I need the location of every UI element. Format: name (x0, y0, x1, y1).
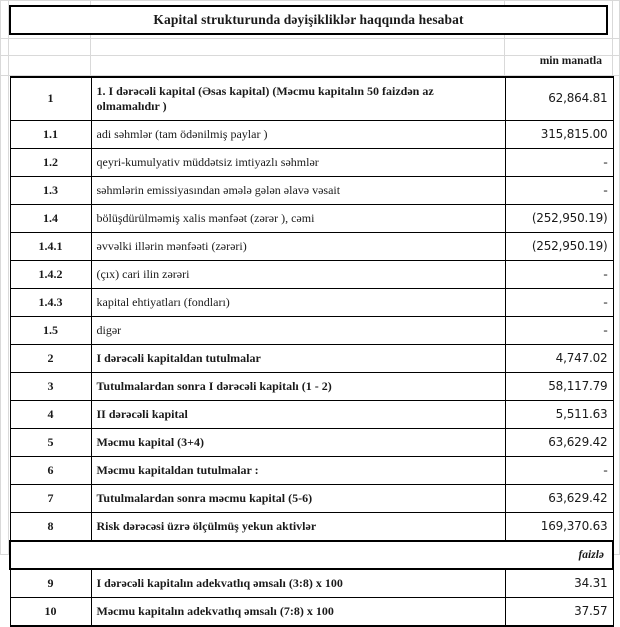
table-row: 10 Məcmu kapitalın adekvatlıq əmsalı (7:8… (9, 597, 614, 627)
table-row: 1.4.1 əvvəlki illərin mənfəəti (zərəri) (2… (9, 232, 614, 261)
row-number-cell: 1.4 (9, 204, 92, 233)
report-title-box: Kapital strukturunda dəyişikliklər haqqı… (9, 5, 608, 35)
row-description-cell: Məcmu kapital (3+4) (90, 428, 506, 457)
row-number-cell: 5 (9, 428, 92, 457)
row-value-cell: 315,815.00 (504, 120, 614, 149)
percent-caption-row: faizlə (9, 540, 614, 570)
table-row: 5 Məcmu kapital (3+4) 63,629.42 (9, 428, 614, 457)
row-value-cell: (252,950.19) (504, 232, 614, 261)
units-caption-row: min manatla (9, 55, 608, 75)
row-description-cell: Risk dərəcəsi üzrə ölçülmüş yekun aktivl… (90, 512, 506, 542)
row-number-cell: 7 (9, 484, 92, 513)
row-number-cell: 1.4.1 (9, 232, 92, 261)
row-number-cell: 3 (9, 372, 92, 401)
row-value-cell: 5,511.63 (504, 400, 614, 429)
row-description-cell: II dərəcəli kapital (90, 400, 506, 429)
row-value-cell: 169,370.63 (504, 512, 614, 542)
row-description-cell: Məcmu kapitalın adekvatlıq əmsalı (7:8) … (90, 597, 506, 627)
row-value-cell: - (504, 176, 614, 205)
row-description-cell: qeyri-kumulyativ müddətsiz imtiyazlı səh… (90, 148, 506, 177)
row-description-cell: 1. I dərəcəli kapital (Əsas kapital) (Mə… (90, 76, 506, 121)
row-description-cell: əvvəlki illərin mənfəəti (zərəri) (90, 232, 506, 261)
table-row: 1 1. I dərəcəli kapital (Əsas kapital) (M… (9, 76, 614, 121)
row-description-cell: I dərəcəli kapitaldan tutulmalar (90, 344, 506, 373)
row-description-cell: kapital ehtiyatları (fondları) (90, 288, 506, 317)
row-number-cell: 6 (9, 456, 92, 485)
row-number-cell: 10 (9, 597, 92, 627)
row-value-cell: 4,747.02 (504, 344, 614, 373)
row-value-cell: - (504, 456, 614, 485)
table-row: 6 Məcmu kapitaldan tutulmalar :- (9, 456, 614, 485)
table-row: 4 II dərəcəli kapital 5,511.63 (9, 400, 614, 429)
row-value-cell: 62,864.81 (504, 76, 614, 121)
table-row: 1.5 digər - (9, 316, 614, 345)
units-caption: min manatla (539, 55, 602, 67)
table-row: 3 Tutulmalardan sonra I dərəcəli kapitalı… (9, 372, 614, 401)
row-description-cell: bölüşdürülməmiş xalis mənfəət (zərər ), … (90, 204, 506, 233)
row-number-cell: 9 (9, 568, 92, 598)
row-number-cell: 8 (9, 512, 92, 542)
row-description-cell: I dərəcəli kapitalın adekvatlıq əmsalı (… (90, 568, 506, 598)
row-value-cell: 63,629.42 (504, 428, 614, 457)
table-row: 1.4.3 kapital ehtiyatları (fondları) - (9, 288, 614, 317)
capital-structure-table: 1 1. I dərəcəli kapital (Əsas kapital) (M… (9, 76, 614, 627)
row-number-cell: 1.4.2 (9, 260, 92, 289)
row-number-cell: 1.4.3 (9, 288, 92, 317)
table-row: 1.4.2 (çıx) cari ilin zərəri - (9, 260, 614, 289)
row-value-cell: 37.57 (504, 597, 614, 627)
row-value-cell: - (504, 288, 614, 317)
table-row: 1.3 səhmlərin emissiyasından əmələ gələn … (9, 176, 614, 205)
row-value-cell: 34.31 (504, 568, 614, 598)
row-value-cell: (252,950.19) (504, 204, 614, 233)
row-value-cell: - (504, 260, 614, 289)
row-description-cell: Tutulmalardan sonra məcmu kapital (5-6) (90, 484, 506, 513)
row-value-cell: - (504, 148, 614, 177)
row-value-cell: 58,117.79 (504, 372, 614, 401)
row-description-cell: digər (90, 316, 506, 345)
table-row: 1.1 adi səhmlər (tam ödənilmiş paylar ) 31… (9, 120, 614, 149)
table-row: 1.2 qeyri-kumulyativ müddətsiz imtiyazlı … (9, 148, 614, 177)
row-number-cell: 4 (9, 400, 92, 429)
row-description-cell: adi səhmlər (tam ödənilmiş paylar ) (90, 120, 506, 149)
row-number-cell: 1.3 (9, 176, 92, 205)
table-row: 1.4 bölüşdürülməmiş xalis mənfəət (zərər … (9, 204, 614, 233)
row-value-cell: - (504, 316, 614, 345)
percent-caption: faizlə (9, 540, 614, 570)
row-number-cell: 1.2 (9, 148, 92, 177)
page-title: Kapital strukturunda dəyişikliklər haqqı… (153, 12, 464, 27)
row-description-cell: səhmlərin emissiyasından əmələ gələn əla… (90, 176, 506, 205)
row-value-cell: 63,629.42 (504, 484, 614, 513)
row-description-cell: (çıx) cari ilin zərəri (90, 260, 506, 289)
row-number-cell: 2 (9, 344, 92, 373)
row-description-cell: Məcmu kapitaldan tutulmalar : (90, 456, 506, 485)
table-row: 7 Tutulmalardan sonra məcmu kapital (5-6)… (9, 484, 614, 513)
row-description-cell: Tutulmalardan sonra I dərəcəli kapitalı … (90, 372, 506, 401)
row-number-cell: 1.5 (9, 316, 92, 345)
row-number-cell: 1 (9, 76, 92, 121)
row-number-cell: 1.1 (9, 120, 92, 149)
table-row: 8 Risk dərəcəsi üzrə ölçülmüş yekun aktiv… (9, 512, 614, 542)
